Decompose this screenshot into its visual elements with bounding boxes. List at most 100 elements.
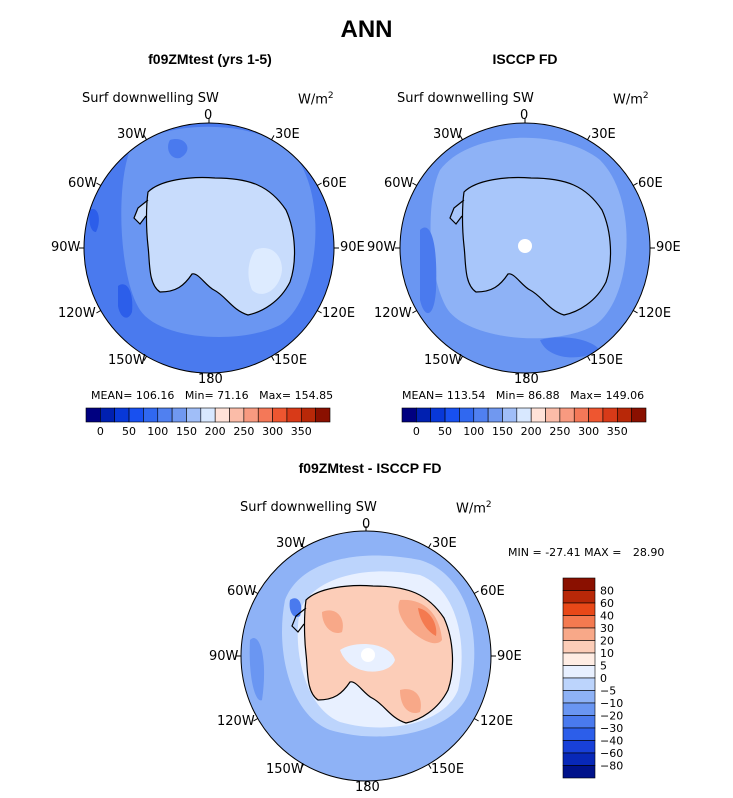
lon-tick: [587, 135, 591, 140]
colorbar-box: [272, 407, 288, 423]
p1-lon-150w: 150W: [108, 353, 146, 368]
panel-3-stats: MIN = -27.41 MAX = 28.90: [508, 546, 665, 559]
colorbar-box: [602, 407, 618, 423]
colorbar-box: [562, 677, 596, 691]
colorbar-box: [562, 702, 596, 716]
p3-lon-30w: 30W: [276, 536, 306, 551]
map-3-blue-patch: [289, 598, 302, 618]
lon-tick: [271, 135, 275, 140]
colorbar-box: [416, 407, 432, 423]
p3-lon-150e: 150E: [431, 762, 465, 777]
lon-tick: [143, 135, 147, 140]
map-3-warm-patch-2: [418, 608, 437, 636]
colorbar-box: [573, 407, 589, 423]
map-3-warm-patch-3: [322, 610, 343, 634]
colorbar-box: [85, 407, 101, 423]
colorbar-box: [229, 407, 245, 423]
panel-2-variable: Surf downwelling SW: [397, 91, 534, 106]
p1-lon-60e: 60E: [322, 176, 347, 191]
lon-tick: [428, 764, 432, 769]
map-3: [241, 531, 491, 781]
p3-lon-60w: 60W: [227, 584, 257, 599]
colorbar-tick-label: 80: [600, 585, 614, 598]
colorbar-tick-label: 300: [578, 425, 599, 438]
p1-lon-150e: 150E: [274, 353, 308, 368]
lon-tick: [300, 543, 304, 548]
p3-lon-90w: 90W: [209, 649, 239, 664]
p3-lon-0: 0: [362, 517, 371, 532]
colorbar-tick-label: −60: [600, 747, 623, 760]
lon-tick: [96, 310, 101, 314]
colorbar-box: [562, 577, 596, 591]
p2-lon-30e: 30E: [591, 127, 616, 142]
map-1: [84, 123, 334, 373]
map-3-blue-patch-2: [249, 638, 265, 701]
colorbar-box: [562, 640, 596, 654]
colorbar-tick-label: −20: [600, 710, 623, 723]
lon-tick: [474, 718, 479, 722]
p3-lon-180: 180: [355, 780, 380, 795]
colorbar-box: [171, 407, 187, 423]
lon-tick: [143, 356, 147, 361]
panel-3-units: W/m2: [456, 500, 492, 517]
colorbar-box: [243, 407, 259, 423]
map-1-coastline: [133, 176, 296, 316]
map-2-antarctica-fill: [462, 177, 611, 315]
colorbar-tick-label: 60: [600, 597, 614, 610]
colorbar-box: [143, 407, 159, 423]
colorbar-box: [459, 407, 475, 423]
map-1-contour-patch: [168, 139, 188, 159]
colorbar-box: [214, 407, 230, 423]
colorbar-tick-label: 30: [600, 622, 614, 635]
map-3-ticks: [236, 526, 496, 786]
p3-lon-120w: 120W: [217, 714, 255, 729]
lon-tick: [633, 310, 638, 314]
map-2-ocean-patch-2: [540, 337, 600, 358]
lon-tick: [317, 310, 322, 314]
p3-lon-90e: 90E: [497, 649, 522, 664]
colorbar-tick-label: 250: [233, 425, 254, 438]
p2-lon-90w: 90W: [367, 240, 397, 255]
colorbar-box: [559, 407, 575, 423]
p2-lon-30w: 30W: [433, 127, 463, 142]
lon-tick: [253, 718, 258, 722]
panel-1-units: W/m2: [298, 91, 334, 108]
map-2: [400, 123, 650, 373]
colorbar-box: [286, 407, 302, 423]
p2-lon-60e: 60E: [638, 176, 663, 191]
colorbar-box: [401, 407, 417, 423]
p2-lon-150e: 150E: [590, 353, 624, 368]
lon-tick: [271, 356, 275, 361]
colorbar-box: [562, 740, 596, 754]
map-2-coastline: [449, 176, 612, 316]
colorbar-tick-label: 40: [600, 610, 614, 623]
colorbar-tick-label: 10: [600, 647, 614, 660]
panel-2-title: ISCCP FD: [492, 51, 558, 67]
map-2-ticks: [395, 118, 655, 378]
lon-tick: [587, 356, 591, 361]
lon-tick: [300, 764, 304, 769]
lon-tick: [428, 543, 432, 548]
colorbar-tick-label: −30: [600, 722, 623, 735]
colorbar-box: [588, 407, 604, 423]
lon-tick: [474, 590, 479, 594]
colorbar-box: [631, 407, 647, 423]
p2-lon-180: 180: [514, 372, 539, 387]
colorbar-box: [562, 690, 596, 704]
map-3-warm-patch-4: [400, 689, 421, 714]
colorbar-box: [186, 407, 202, 423]
p3-lon-150w: 150W: [266, 762, 304, 777]
colorbar-box: [100, 407, 116, 423]
colorbar-box: [562, 765, 596, 779]
colorbar-box: [128, 407, 144, 423]
colorbar-tick-label: 100: [463, 425, 484, 438]
colorbar-box: [562, 590, 596, 604]
p2-lon-120e: 120E: [638, 306, 672, 321]
lon-tick: [412, 310, 417, 314]
colorbar-tick-label: 350: [291, 425, 312, 438]
colorbar-box: [562, 752, 596, 766]
colorbar-tick-label: 20: [600, 635, 614, 648]
colorbar-tick-label: −5: [600, 685, 616, 698]
